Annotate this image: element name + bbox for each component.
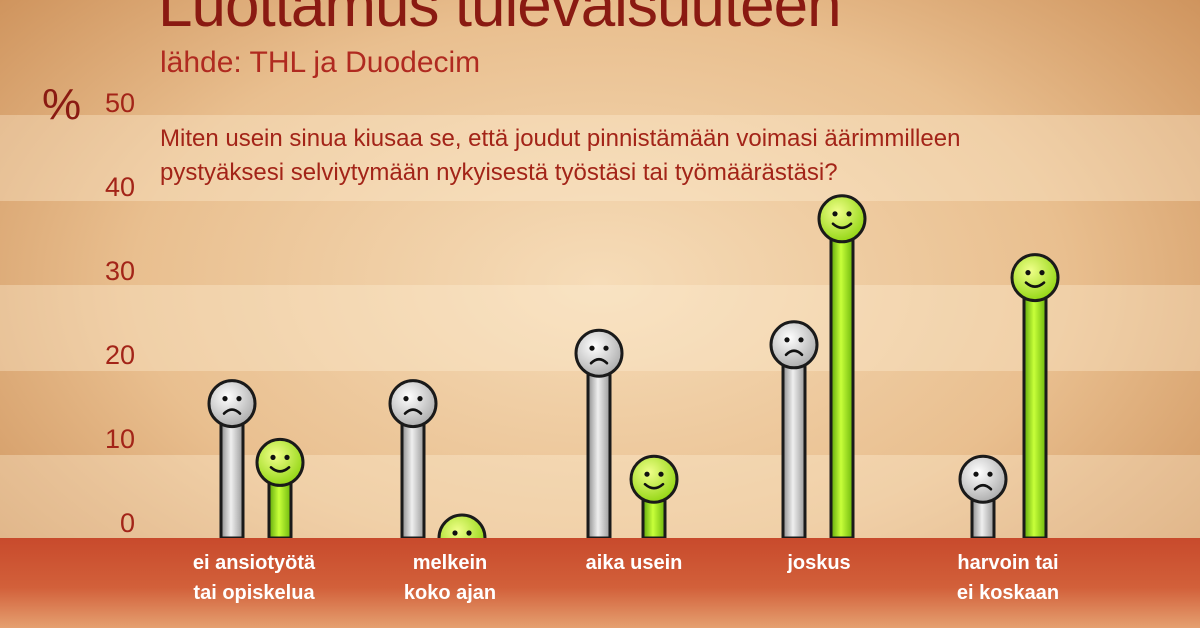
happy-face-icon	[629, 454, 679, 504]
category-label: aika usein	[585, 552, 683, 574]
sad-bar	[574, 328, 624, 540]
category-label: ei ansiotyötä tai opiskelua	[192, 552, 316, 604]
y-tick-label: 0	[119, 508, 135, 538]
question-line: Miten usein sinua kiusaa se, että joudut…	[160, 125, 961, 152]
y-axis-unit: %	[42, 80, 82, 129]
bar-stem	[586, 351, 612, 540]
sad-face-icon	[958, 454, 1008, 504]
happy-bar	[817, 194, 867, 540]
bar-stem	[829, 217, 855, 540]
category-label: melkein koko ajan	[403, 552, 497, 604]
y-tick-label: 10	[104, 424, 135, 454]
y-tick-label: 30	[104, 256, 135, 286]
ground-strip	[0, 538, 1200, 628]
sad-face-icon	[574, 328, 624, 378]
sad-face-icon	[207, 379, 257, 429]
happy-face-icon	[1010, 253, 1060, 303]
sad-bar	[958, 454, 1008, 540]
bar-stem	[781, 343, 807, 540]
sad-bar	[207, 379, 257, 540]
chart-title: Luottamus tulevaisuuteen	[158, 0, 842, 40]
y-tick-label: 20	[104, 340, 135, 370]
y-tick-label: 50	[104, 88, 135, 118]
y-tick-label: 40	[104, 172, 135, 202]
grid-band	[0, 115, 1200, 201]
category-label: harvoin tai ei koskaan	[956, 552, 1060, 604]
happy-bar	[255, 437, 305, 540]
happy-bar	[1010, 253, 1060, 540]
survey-question: Miten usein sinua kiusaa se, että joudut…	[160, 122, 1160, 190]
happy-face-icon	[255, 437, 305, 487]
sad-bar	[388, 379, 438, 540]
sad-face-icon	[388, 379, 438, 429]
sad-bar	[769, 320, 819, 540]
happy-bar	[629, 454, 679, 540]
bar-stem	[1022, 276, 1048, 540]
question-line: pystyäksesi selviytymään nykyisestä työs…	[160, 159, 838, 186]
category-label: joskus	[787, 552, 851, 574]
chart-subtitle: lähde: THL ja Duodecim	[160, 46, 481, 79]
happy-face-icon	[817, 194, 867, 244]
sad-face-icon	[769, 320, 819, 370]
